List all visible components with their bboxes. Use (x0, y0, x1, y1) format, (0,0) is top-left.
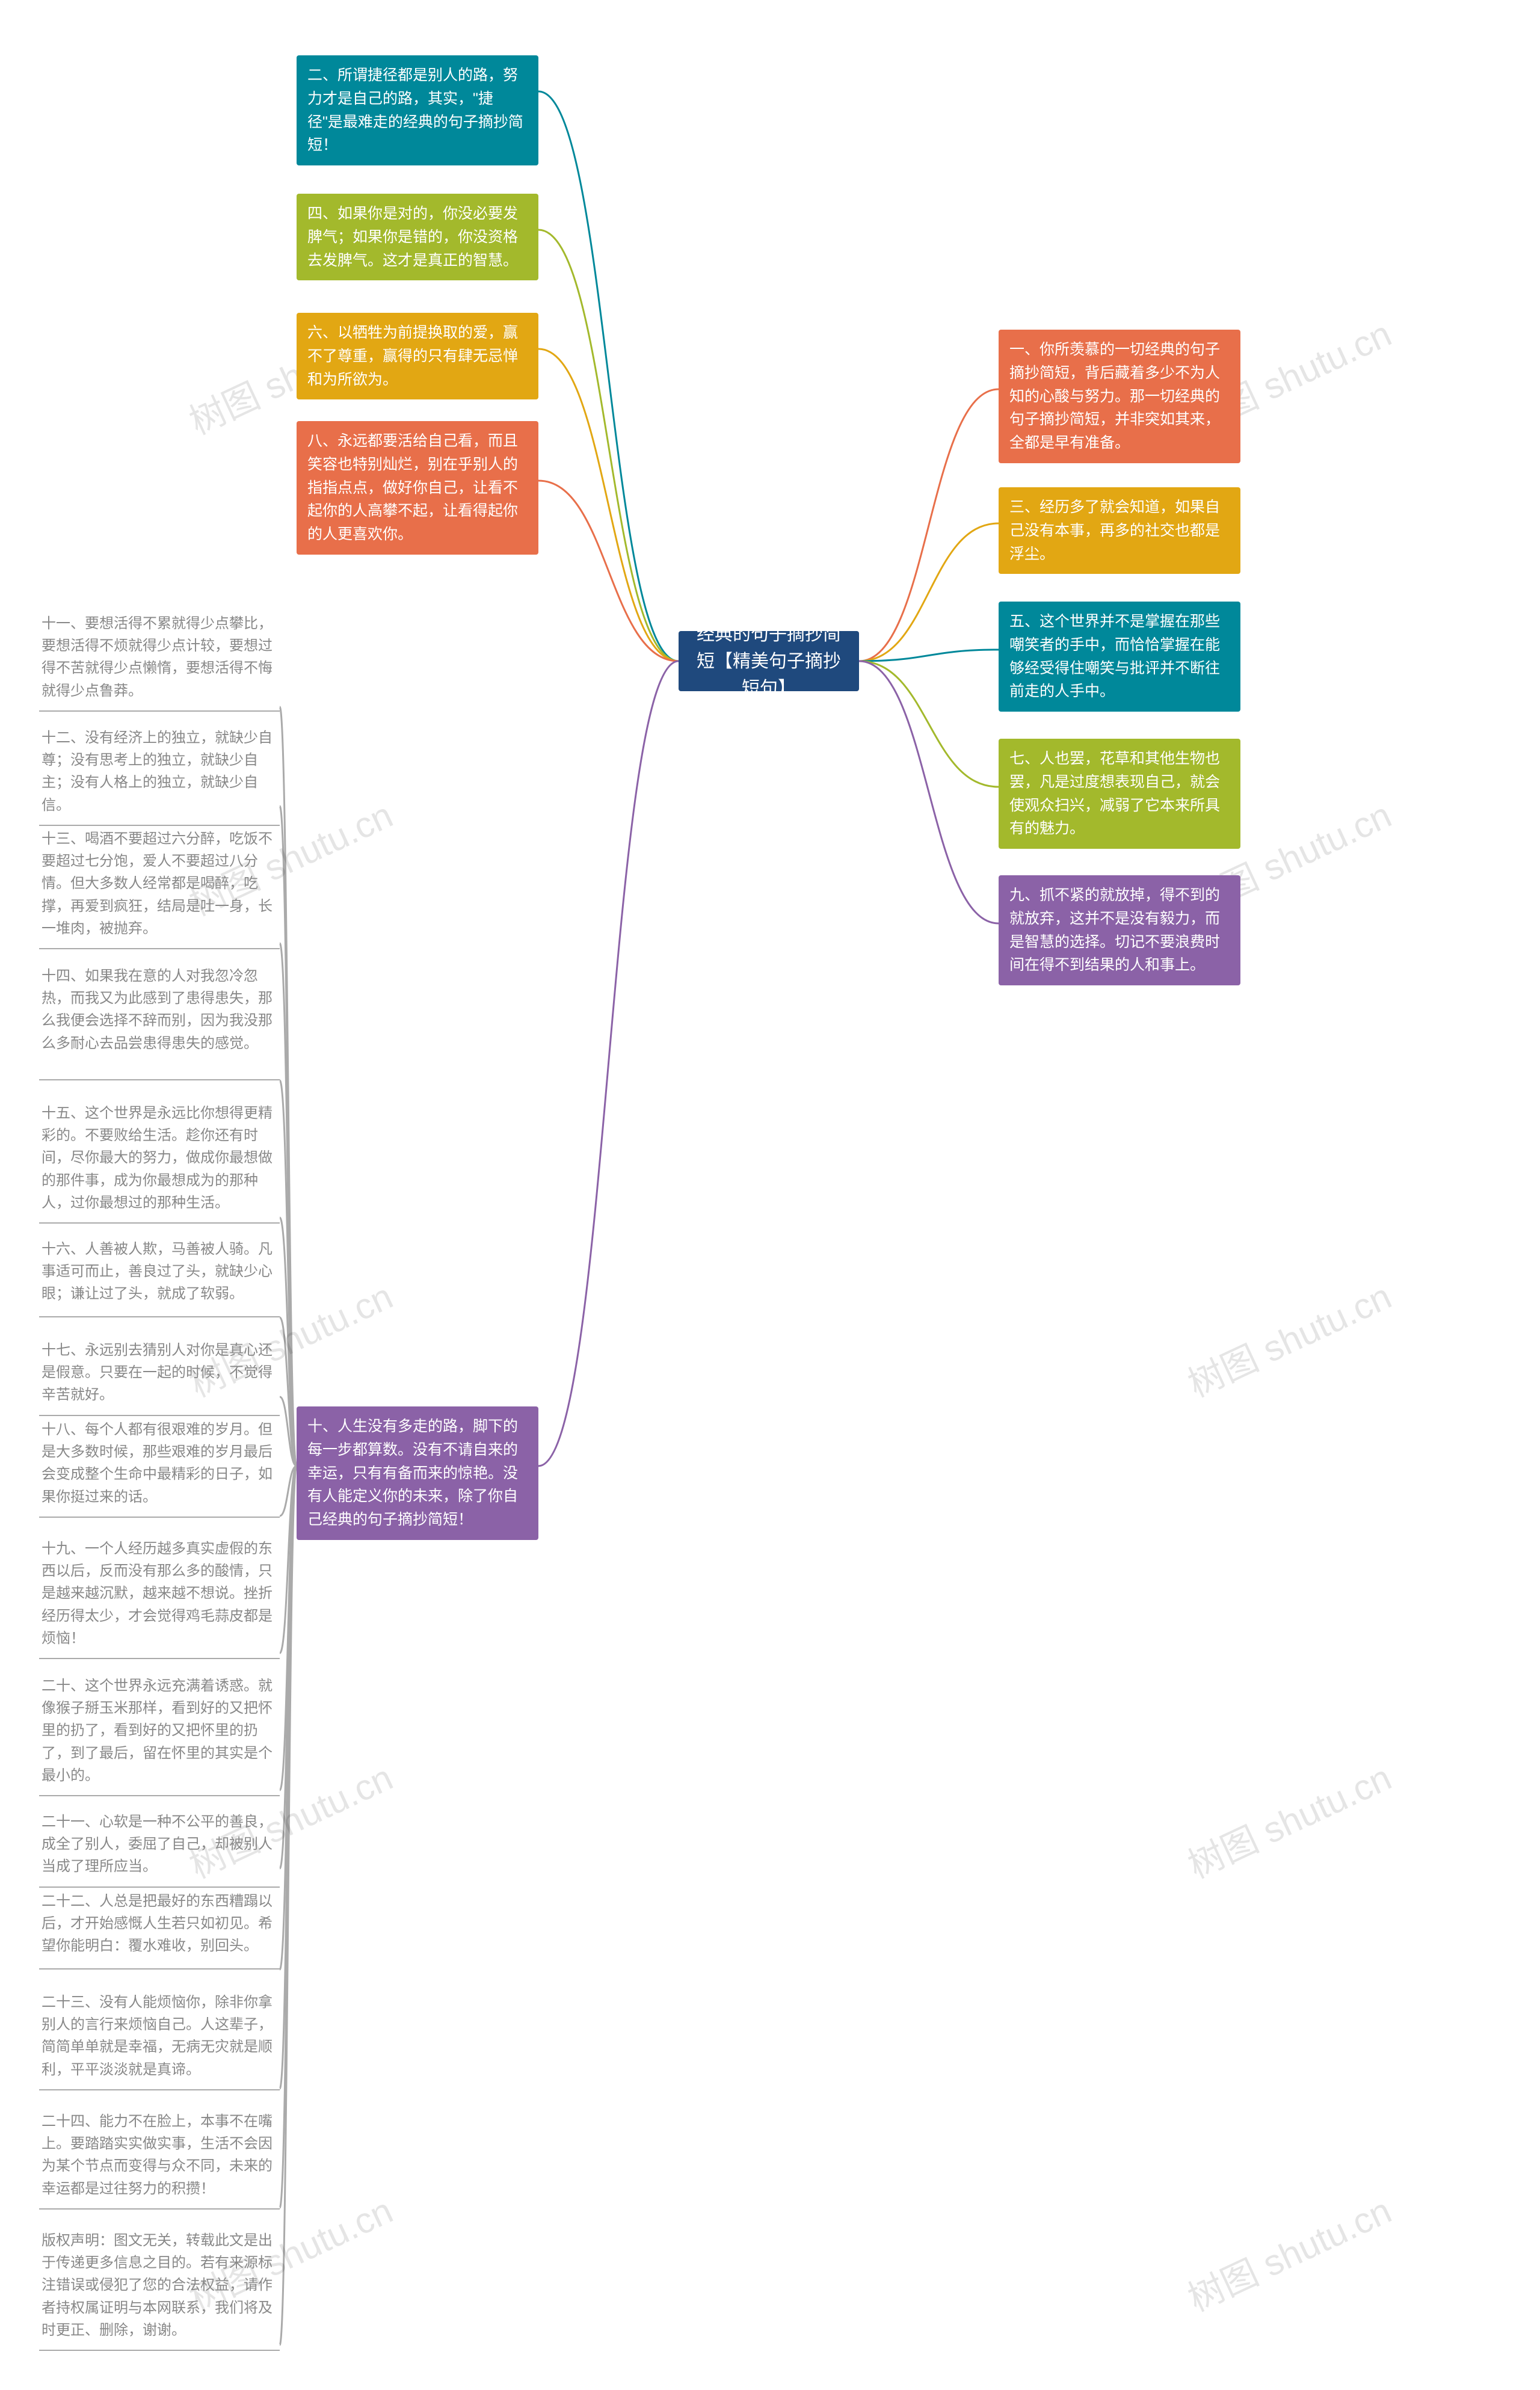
edge (280, 1466, 297, 1868)
edge (280, 1218, 297, 1466)
edge (280, 1466, 297, 2089)
sub-item[interactable]: 十六、人善被人欺，马善被人骑。凡事适可而止，善良过了头，就缺少心眼；谦让过了头，… (39, 1233, 280, 1317)
sub-item[interactable]: 十九、一个人经历越多真实虚假的东西以后，反而没有那么多的酸情，只是越来越沉默，越… (39, 1533, 280, 1659)
branch-node[interactable]: 六、以牺牲为前提换取的爱，赢不了尊重，赢得的只有肆无忌惮和为所欲为。 (297, 313, 538, 399)
branch-node[interactable]: 九、抓不紧的就放掉，得不到的就放弃，这并不是没有毅力，而是智慧的选择。切记不要浪… (999, 875, 1240, 985)
branch-node[interactable]: 三、经历多了就会知道，如果自己没有本事，再多的社交也都是浮尘。 (999, 487, 1240, 574)
sub-item[interactable]: 二十三、没有人能烦恼你，除非你拿别人的言行来烦恼自己。人这辈子，简简单单就是幸福… (39, 1986, 280, 2090)
mindmap-canvas: 树图 shutu.cn树图 shutu.cn树图 shutu.cn树图 shut… (0, 0, 1540, 2390)
sub-item[interactable]: 二十四、能力不在脸上，本事不在嘴上。要踏踏实实做实事，生活不会因为某个节点而变得… (39, 2105, 280, 2210)
sub-item[interactable]: 十八、每个人都有很艰难的岁月。但是大多数时候，那些艰难的岁月最后会变成整个生命中… (39, 1414, 280, 1518)
edge (280, 943, 297, 1466)
edge (538, 230, 679, 661)
sub-item[interactable]: 二十、这个世界永远充满着诱惑。就像猴子掰玉米那样，看到好的又把怀里的扔了，看到好… (39, 1670, 280, 1796)
edge (859, 661, 999, 923)
sub-item[interactable]: 十一、要想活得不累就得少点攀比，要想活得不烦就得少点计较，要想过得不苦就得少点懒… (39, 608, 280, 712)
edge (280, 1466, 297, 1516)
edge (538, 91, 679, 661)
branch-node[interactable]: 一、你所羡慕的一切经典的句子摘抄简短，背后藏着多少不为人知的心酸与努力。那一切经… (999, 330, 1240, 463)
branch-node[interactable]: 七、人也罢，花草和其他生物也罢，凡是过度想表现自己，就会使观众扫兴，减弱了它本来… (999, 739, 1240, 849)
edge (859, 389, 999, 661)
watermark: 树图 shutu.cn (1178, 2182, 1399, 2321)
branch-node[interactable]: 五、这个世界并不是掌握在那些嘲笑者的手中，而恰恰掌握在能够经受得住嘲笑与批评并不… (999, 602, 1240, 712)
sub-item[interactable]: 版权声明：图文无关，转载此文是出于传递更多信息之目的。若有来源标注错误或侵犯了您… (39, 2225, 280, 2351)
edge (538, 349, 679, 661)
edge (280, 1466, 297, 2208)
edge (538, 481, 679, 661)
edge (280, 806, 297, 1466)
edge (280, 1466, 297, 1970)
center-node[interactable]: 经典的句子摘抄简短【精美句子摘抄短句】 (679, 631, 859, 691)
edge (280, 1317, 297, 1466)
edge (538, 661, 679, 1466)
edge (280, 1397, 297, 1466)
sub-item[interactable]: 十五、这个世界是永远比你想得更精彩的。不要败给生活。趁你还有时间，尽你最大的努力… (39, 1097, 280, 1224)
sub-item[interactable]: 二十一、心软是一种不公平的善良，成全了别人，委屈了自己，却被别人当成了理所应当。 (39, 1806, 280, 1888)
edge (280, 707, 297, 1466)
edge (859, 523, 999, 661)
branch-node[interactable]: 八、永远都要活给自己看，而且笑容也特别灿烂，别在乎别人的指指点点，做好你自己，让… (297, 421, 538, 555)
sub-item[interactable]: 十三、喝酒不要超过六分醉，吃饭不要超过七分饱，爱人不要超过八分情。但大多数人经常… (39, 823, 280, 949)
edge (280, 1466, 297, 1653)
edge (280, 1466, 297, 2345)
edge (859, 661, 999, 787)
branch-node[interactable]: 十、人生没有多走的路，脚下的每一步都算数。没有不请自来的幸运，只有有备而来的惊艳… (297, 1406, 538, 1540)
sub-item[interactable]: 十七、永远别去猜别人对你是真心还是假意。只要在一起的时候，不觉得辛苦就好。 (39, 1334, 280, 1416)
sub-item[interactable]: 二十二、人总是把最好的东西糟蹋以后，才开始感慨人生若只如初见。希望你能明白：覆水… (39, 1885, 280, 1970)
edge (859, 650, 999, 661)
sub-item[interactable]: 十二、没有经济上的独立，就缺少自尊；没有思考上的独立，就缺少自主；没有人格上的独… (39, 722, 280, 826)
branch-node[interactable]: 四、如果你是对的，你没必要发脾气；如果你是错的，你没资格去发脾气。这才是真正的智… (297, 194, 538, 280)
edge (280, 1466, 297, 1790)
sub-item[interactable]: 十四、如果我在意的人对我忽冷忽热，而我又为此感到了患得患失，那么我便会选择不辞而… (39, 960, 280, 1080)
watermark: 树图 shutu.cn (1178, 1749, 1399, 1888)
watermark: 树图 shutu.cn (1178, 1267, 1399, 1407)
branch-node[interactable]: 二、所谓捷径都是别人的路，努力才是自己的路，其实，"捷径"是最难走的经典的句子摘… (297, 55, 538, 165)
edge (280, 1080, 297, 1466)
